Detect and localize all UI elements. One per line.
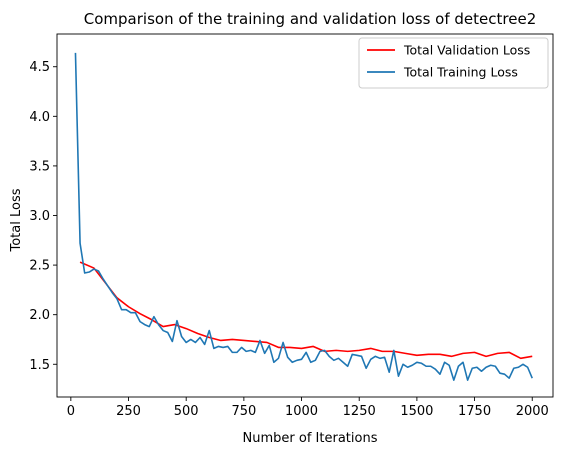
chart-title: Comparison of the training and validatio… bbox=[84, 10, 536, 28]
series-line-training bbox=[74, 52, 533, 381]
x-tick-label: 750 bbox=[231, 404, 256, 419]
x-tick-label: 250 bbox=[116, 404, 141, 419]
legend-label-training: Total Training Loss bbox=[403, 65, 518, 80]
x-tick-label: 1500 bbox=[400, 404, 433, 419]
x-tick-label: 1000 bbox=[285, 404, 318, 419]
x-tick-label: 2000 bbox=[516, 404, 549, 419]
y-tick-label: 2.0 bbox=[29, 308, 50, 323]
legend-box bbox=[358, 37, 549, 89]
y-axis-label: Total Loss bbox=[9, 188, 24, 252]
legend-label-validation: Total Validation Loss bbox=[403, 43, 530, 58]
y-tick-label: 4.0 bbox=[29, 110, 50, 125]
axis-ticks: 0 250 500 750 1000 1250 1500 1750 2000 1.5 2.0 2.5 3… bbox=[29, 60, 548, 419]
y-tick-label: 3.5 bbox=[29, 159, 50, 174]
y-tick-label: 3.0 bbox=[29, 209, 50, 224]
y-tick-label: 2.5 bbox=[29, 259, 50, 274]
x-tick-label: 500 bbox=[174, 404, 199, 419]
x-tick-label: 0 bbox=[67, 404, 75, 419]
legend: Total Validation Loss Total Training Loss bbox=[358, 37, 549, 89]
x-tick-label: 1750 bbox=[458, 404, 491, 419]
x-axis-label: Number of Iterations bbox=[243, 431, 378, 446]
y-tick-label: 4.5 bbox=[29, 60, 50, 75]
x-tick-label: 1250 bbox=[343, 404, 376, 419]
y-tick-label: 1.5 bbox=[29, 358, 50, 373]
